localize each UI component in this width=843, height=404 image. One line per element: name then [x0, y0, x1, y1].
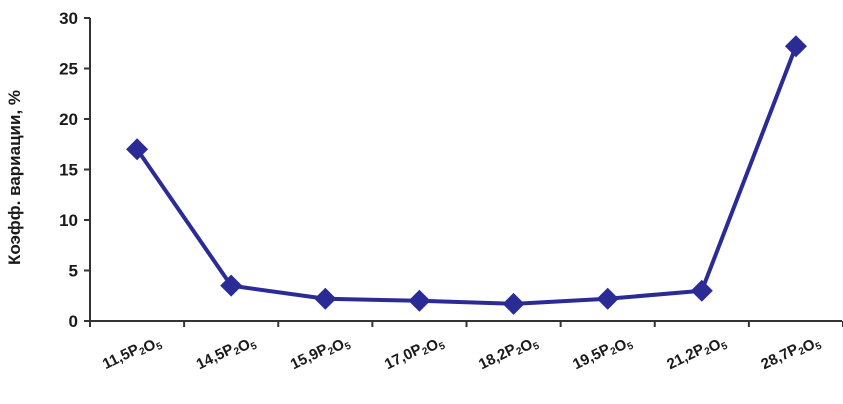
- x-tick-label: 15,9P2O5: [288, 331, 354, 378]
- y-ticks: 0 5 10 15 20 25 30: [59, 9, 90, 331]
- x-tick-label: 21,2P2O5: [664, 331, 730, 378]
- data-point-marker: [596, 287, 619, 310]
- data-point-marker: [408, 289, 431, 312]
- data-point-marker: [126, 138, 149, 161]
- y-tick-label: 25: [59, 60, 78, 79]
- data-point-marker: [502, 292, 525, 315]
- x-ticks: 11,5P2O5 14,5P2O5 15,9P2O5 17,0P2O5 18,2P2O5…: [89, 321, 843, 378]
- y-tick-label: 10: [59, 211, 78, 230]
- data-point-marker: [314, 287, 337, 310]
- x-tick-label: 17,0P2O5: [382, 331, 448, 378]
- y-tick-label: 30: [59, 9, 78, 28]
- y-tick-label: 15: [59, 161, 78, 180]
- y-axis-title: Коэфф. вариации, %: [5, 90, 24, 265]
- y-tick-label: 0: [69, 312, 78, 331]
- y-tick-label: 5: [69, 262, 78, 281]
- series-line: [135, 45, 798, 306]
- x-tick-label: 11,5P2O5: [100, 331, 165, 378]
- data-point-marker: [220, 274, 243, 297]
- x-tick-label: 28,7P2O5: [758, 331, 824, 378]
- x-tick-label: 18,2P2O5: [476, 331, 542, 378]
- data-point-marker: [784, 35, 807, 58]
- data-point-marker: [690, 279, 713, 302]
- x-tick-label: 14,5P2O5: [194, 331, 260, 378]
- x-tick-label: 19,5P2O5: [570, 331, 636, 378]
- y-tick-label: 20: [59, 110, 78, 129]
- series-markers: [126, 35, 807, 315]
- axes: [89, 18, 842, 322]
